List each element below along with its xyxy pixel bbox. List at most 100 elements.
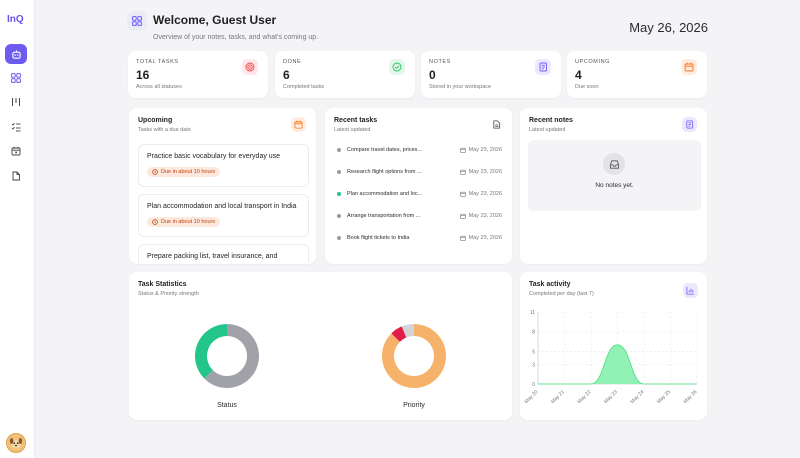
stat-value: 0 — [429, 68, 436, 82]
status-dot — [337, 170, 341, 174]
app-logo[interactable]: InQ — [7, 14, 24, 25]
recent-task-name: Book flight tickets to India — [347, 235, 410, 241]
recent-task-row[interactable]: Book flight tickets to India May 23, 2026 — [337, 232, 502, 244]
stat-card-upcoming: UPCOMING 4 Due soon — [567, 51, 707, 98]
page-title: Welcome, Guest User — [153, 13, 277, 27]
nav-board[interactable] — [5, 92, 27, 112]
recent-task-row[interactable]: Research flight options from ... May 23, … — [337, 166, 502, 178]
stat-subtext: Completed tasks — [283, 84, 324, 90]
recent-task-date-text: May 23, 2026 — [468, 235, 502, 241]
recent-task-date: May 23, 2026 — [459, 213, 502, 219]
card-icon-box — [291, 117, 306, 132]
bot-icon — [11, 49, 21, 59]
x-tick-label: May 26 — [683, 389, 699, 405]
nav-dashboard[interactable] — [5, 68, 27, 88]
upcoming-item-text: Practice basic vocabulary for everyday u… — [147, 153, 281, 160]
upcoming-item[interactable]: Practice basic vocabulary for everyday u… — [138, 144, 309, 187]
stat-card-total-tasks: TOTAL TASKS 16 Across all statuses — [128, 51, 268, 98]
inbox-icon — [609, 159, 619, 169]
recent-notes-card: Recent notes Latest updated No notes yet… — [520, 108, 707, 264]
status-dot — [337, 148, 341, 152]
card-subtitle: Status & Priority strength — [138, 291, 199, 297]
file-icon — [12, 171, 20, 181]
card-title: Recent notes — [529, 117, 573, 124]
x-tick-label: May 21 — [550, 389, 566, 405]
card-title: Upcoming — [138, 117, 173, 124]
calendar-icon — [459, 235, 466, 241]
activity-area-chart: 0 3 5 8 11 May 20 May 21 May 22 May 23 May 24 May … — [524, 310, 699, 405]
status-chart-label: Status — [217, 402, 237, 409]
empty-notes-text: No notes yet. — [595, 182, 634, 189]
grid-icon — [132, 16, 142, 26]
recent-task-date: May 23, 2026 — [459, 235, 502, 241]
upcoming-card: Upcoming Tasks with a due date Practice … — [129, 108, 316, 264]
nav-calendar[interactable] — [5, 141, 27, 161]
check-circle-icon — [392, 62, 402, 72]
upcoming-item[interactable]: Prepare packing list, travel insurance, … — [138, 244, 309, 263]
avatar[interactable] — [6, 433, 26, 453]
priority-slice-1[interactable] — [391, 326, 407, 342]
notebook-icon — [686, 120, 694, 129]
stat-subtext: Stored in your workspace — [429, 84, 492, 90]
empty-notes-state: No notes yet. — [528, 140, 701, 211]
due-badge: Due in about 10 hours — [147, 167, 221, 177]
stat-value: 6 — [283, 68, 290, 82]
calendar-icon — [459, 169, 466, 175]
status-slice-1[interactable] — [195, 324, 227, 379]
task-activity-card: Task activity Completed per day (last 7)… — [520, 272, 707, 420]
card-subtitle: Completed per day (last 7) — [529, 291, 594, 297]
status-donut-chart — [195, 324, 259, 388]
recent-task-row[interactable]: Compare travel dates, prices... May 23, 2… — [337, 144, 502, 156]
y-tick-label: 0 — [532, 382, 535, 388]
status-slice-0[interactable] — [204, 324, 259, 388]
due-badge-text: Due in about 10 hours — [161, 169, 216, 175]
stat-value: 4 — [575, 68, 582, 82]
recent-task-row[interactable]: Plan accommodation and loc... May 23, 202… — [337, 188, 502, 200]
notebook-icon — [539, 62, 547, 72]
card-subtitle: Tasks with a due date — [138, 127, 191, 133]
calendar-icon — [684, 62, 694, 72]
stat-label: NOTES — [429, 59, 451, 65]
stat-icon-box — [389, 59, 405, 75]
stat-label: DONE — [283, 59, 302, 65]
card-subtitle: Latest updated — [529, 127, 566, 133]
card-title: Task Statistics — [138, 281, 187, 288]
recent-task-row[interactable]: Arrange transportation from ... May 23, 2… — [337, 210, 502, 222]
recent-task-date-text: May 23, 2026 — [468, 213, 502, 219]
stat-card-done: DONE 6 Completed tasks — [275, 51, 415, 98]
x-tick-label: May 20 — [524, 389, 540, 405]
nav-assistant[interactable] — [5, 44, 27, 64]
stat-card-notes: NOTES 0 Stored in your workspace — [421, 51, 561, 98]
y-tick-label: 11 — [530, 310, 535, 316]
x-tick-label: May 24 — [630, 389, 646, 405]
y-tick-label: 5 — [532, 349, 535, 355]
calendar-icon — [459, 191, 466, 197]
card-icon-box — [489, 117, 504, 132]
calendar-icon — [11, 146, 21, 156]
recent-task-date-text: May 23, 2026 — [468, 147, 502, 153]
nav-tasks[interactable] — [5, 117, 27, 137]
recent-task-name: Research flight options from ... — [347, 169, 422, 175]
columns-icon — [12, 98, 20, 106]
priority-slice-2[interactable] — [401, 324, 414, 338]
status-dot — [337, 192, 341, 196]
current-date: May 26, 2026 — [629, 20, 708, 35]
recent-task-name: Compare travel dates, prices... — [347, 147, 422, 153]
calendar-icon — [459, 147, 466, 153]
priority-chart-label: Priority — [403, 402, 425, 409]
upcoming-item[interactable]: Plan accommodation and local transport i… — [138, 194, 309, 237]
target-icon — [245, 62, 255, 72]
stat-subtext: Due soon — [575, 84, 599, 90]
stat-icon-box — [681, 59, 697, 75]
recent-task-date: May 23, 2026 — [459, 147, 502, 153]
clock-icon — [152, 219, 158, 225]
dashboard-header-icon — [127, 11, 147, 31]
nav-notes[interactable] — [5, 166, 27, 186]
recent-tasks-card: Recent tasks Latest updated Compare trav… — [325, 108, 512, 264]
calendar-icon — [294, 120, 303, 129]
activity-area — [538, 344, 697, 384]
task-statistics-card: Task Statistics Status & Priority streng… — [129, 272, 512, 420]
empty-icon-box — [603, 153, 625, 175]
status-dot — [337, 236, 341, 240]
recent-task-date: May 23, 2026 — [459, 191, 502, 197]
